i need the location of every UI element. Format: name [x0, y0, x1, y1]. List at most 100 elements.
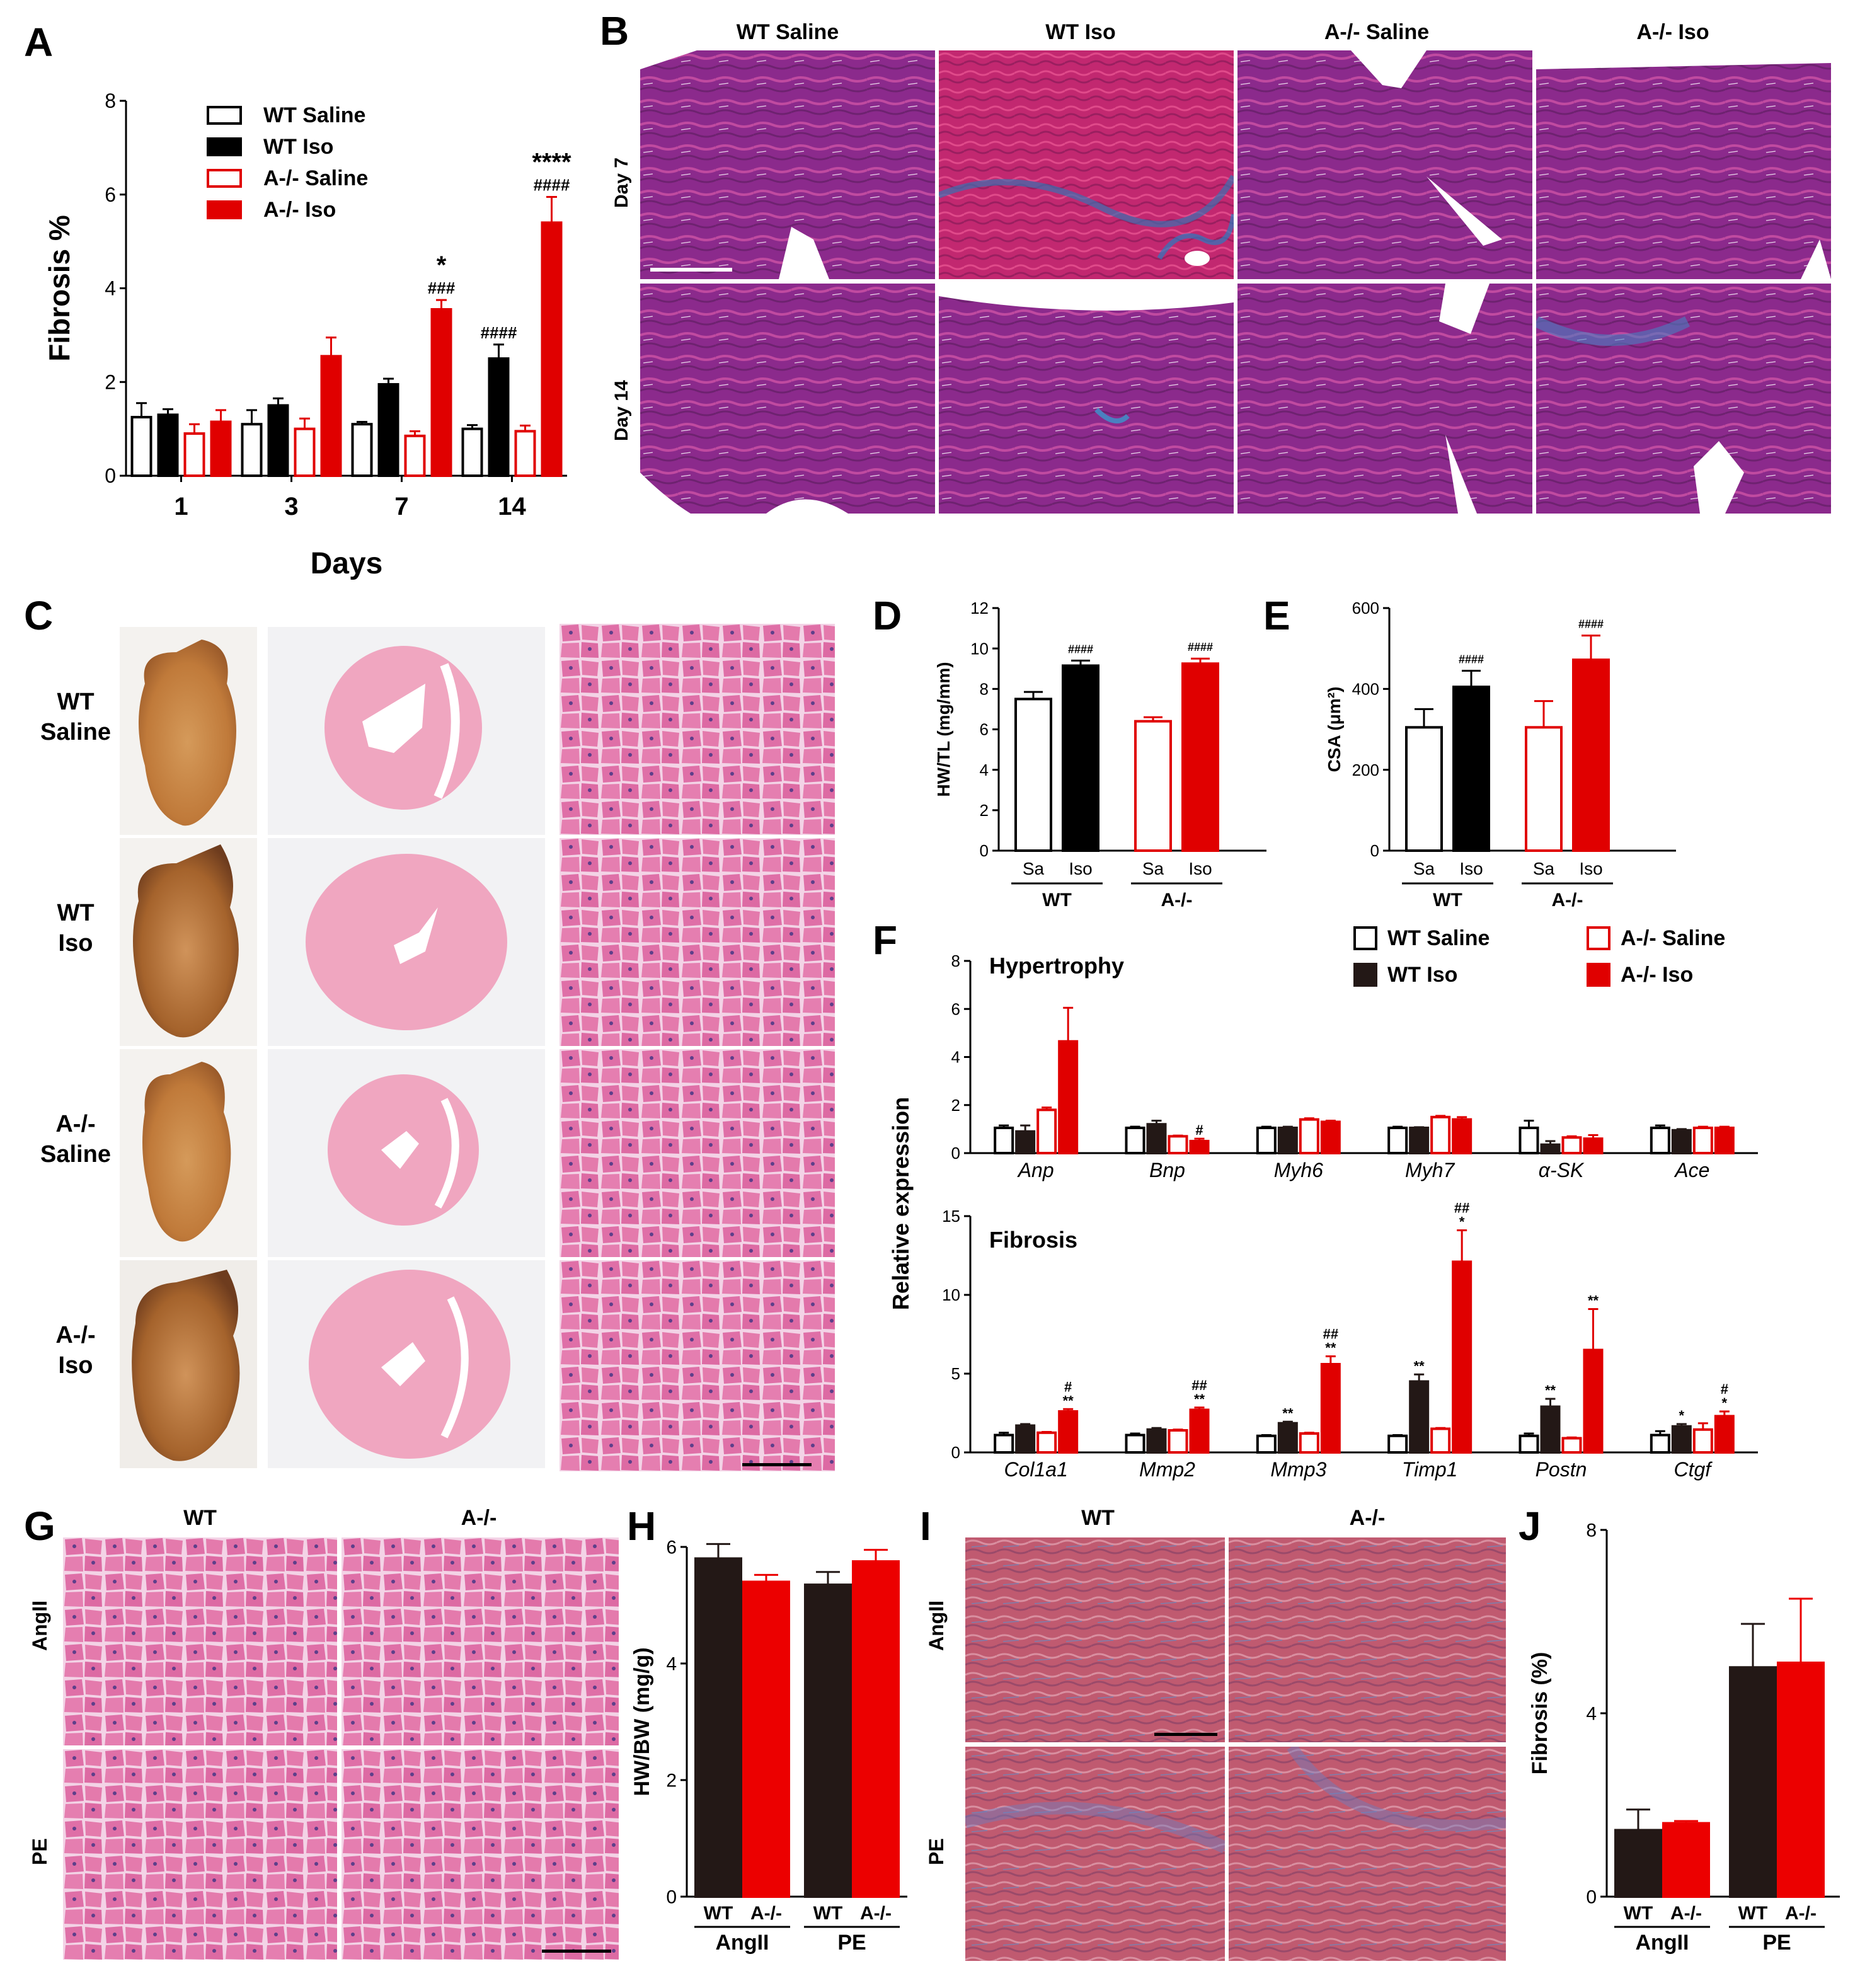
chart-f-x-tick-label: Bnp [1149, 1159, 1185, 1181]
chart-f-y-tick-label: 5 [951, 1364, 960, 1383]
chart-f-y-tick-label: 15 [942, 1207, 960, 1226]
chart-x-tick-label: A-/- [1785, 1903, 1817, 1924]
section-ko-saline [268, 1049, 545, 1257]
scale-bar [742, 1463, 812, 1466]
panel-label-j: J [1518, 1503, 1541, 1549]
chart-f-x-tick-label: Postn [1536, 1458, 1587, 1481]
micrograph-b-ko-saline-day14 [1237, 284, 1532, 514]
chart-h-y-tick-label: 2 [666, 1771, 677, 1791]
chart-x-tick-label: Iso [1579, 859, 1602, 878]
chart-f-bar [1692, 1428, 1713, 1454]
chart-a-y-tick-label: 0 [105, 464, 116, 487]
chart-f-legend-label: WT Iso [1387, 963, 1457, 987]
chart-h-y-tick-label: 6 [666, 1537, 677, 1558]
chart-f-subplot-title: Fibrosis [989, 1227, 1077, 1253]
chart-f-bar [1561, 1136, 1582, 1154]
chart-a-significance: **** [532, 148, 571, 176]
heart-photo-wt-saline [120, 627, 257, 835]
chart-f-significance: * [1722, 1395, 1728, 1411]
chart-d-bar [1062, 664, 1099, 852]
chart-f-significance: ** [1325, 1340, 1336, 1356]
chart-f-x-tick-label: Myh6 [1274, 1159, 1323, 1181]
chart-group-label: AngII [1636, 1931, 1689, 1955]
he-ko-saline [560, 1049, 835, 1257]
chart-f-bar [1714, 1126, 1735, 1154]
he-wt-saline [560, 624, 835, 835]
chart-a-legend-swatch [207, 169, 242, 188]
chart-x-tick-label: WT [704, 1903, 733, 1924]
chart-f-bar [1714, 1415, 1735, 1454]
chart-d-bar [1134, 720, 1172, 852]
panel-label-d: D [873, 593, 902, 638]
panel-i-col-ko: A-/- [1349, 1506, 1386, 1530]
chart-f-x-tick-label: Mmp3 [1270, 1458, 1326, 1481]
panel-c-row-wt-iso: WT Iso [57, 900, 95, 957]
chart-f-significance: # [1064, 1379, 1072, 1394]
chart-group-label: A-/- [1161, 890, 1193, 911]
micrograph-b-wt-saline-day7 [640, 50, 935, 279]
chart-d-y-tick-label: 6 [980, 720, 989, 739]
chart-d-y-tick-label: 0 [980, 841, 989, 860]
chart-f-bar [1430, 1115, 1451, 1154]
chart-f-bar [1583, 1137, 1604, 1154]
chart-a-y-tick-label: 6 [105, 183, 116, 206]
he-wt-iso [560, 838, 835, 1046]
scale-bar [650, 268, 732, 272]
chart-f-bar [1277, 1126, 1298, 1154]
chart-y-label: Fibrosis (%) [1528, 1652, 1552, 1775]
chart-a-bar [241, 423, 263, 477]
chart-a-x-tick-label: 7 [394, 493, 408, 520]
chart-x-tick-label: Sa [1533, 859, 1555, 878]
section-ko-iso [268, 1260, 545, 1468]
chart-f-bar [1277, 1422, 1298, 1454]
chart-f-x-tick-label: Ace [1673, 1159, 1709, 1181]
chart-j-fibrosis: 0 4 8 WT A-/- WT A-/- AngII PE Fibrosis (%) [1528, 1520, 1840, 1955]
chart-f-bar [1387, 1434, 1408, 1454]
chart-f-bar [1189, 1408, 1210, 1454]
chart-f-bar [1146, 1428, 1167, 1454]
micrograph-b-wt-saline-day14 [640, 284, 935, 514]
chart-f-bar [1692, 1126, 1713, 1154]
chart-x-tick-label: Sa [1142, 859, 1164, 878]
chart-f-bar [994, 1434, 1014, 1454]
chart-e-y-tick-label: 600 [1352, 599, 1379, 618]
chart-f-y-tick-label: 8 [951, 951, 960, 970]
heart-photo-ko-saline [120, 1049, 257, 1257]
chart-f-significance: # [1195, 1122, 1203, 1138]
chart-h-bar [742, 1580, 790, 1898]
chart-f-x-tick-label: Anp [1017, 1159, 1054, 1181]
chart-group-label: A-/- [1552, 890, 1583, 911]
chart-d-hwtl: 0 2 4 6 8 10 12 Sa Iso #### Sa Iso #### WT A-/- HW/TL (… [934, 599, 1266, 911]
chart-f-significance: ** [1194, 1391, 1205, 1407]
chart-h-bar [694, 1557, 742, 1898]
chart-f-bar [1452, 1260, 1472, 1454]
chart-f-bar [1125, 1434, 1145, 1454]
chart-f-bar [1452, 1118, 1472, 1154]
chart-f-significance: ** [1282, 1405, 1294, 1421]
chart-a-legend-label: WT Saline [263, 103, 365, 127]
chart-f-significance: ** [1414, 1358, 1425, 1374]
panel-c-row-ko-saline: A-/- Saline [40, 1111, 111, 1168]
panel-i-col-wt: WT [1081, 1506, 1115, 1530]
chart-a-bar [541, 221, 563, 477]
chart-f-x-tick-label: Mmp2 [1139, 1458, 1195, 1481]
chart-x-tick-label: Iso [1069, 859, 1092, 878]
chart-f-y-tick-label: 2 [951, 1096, 960, 1115]
chart-f-bar [1189, 1139, 1210, 1154]
micrograph-b-ko-saline-day7 [1237, 50, 1532, 279]
chart-f-bar [1671, 1129, 1692, 1154]
masson-i-ko-angii [1229, 1537, 1506, 1742]
chart-a-x-tick-label: 3 [284, 493, 298, 520]
chart-a-bar [351, 423, 373, 477]
chart-a-bar [294, 427, 316, 477]
chart-f-legend-swatch [1587, 926, 1610, 950]
chart-f-significance: ** [1545, 1382, 1556, 1398]
chart-e-bar [1452, 686, 1490, 852]
chart-e-bar [1405, 726, 1443, 852]
scale-bar [542, 1950, 611, 1953]
chart-h-y-tick-label: 0 [666, 1887, 677, 1908]
chart-j-bar [1614, 1829, 1662, 1899]
chart-f-legend-swatch [1353, 926, 1377, 950]
scale-bar [1154, 1733, 1217, 1736]
